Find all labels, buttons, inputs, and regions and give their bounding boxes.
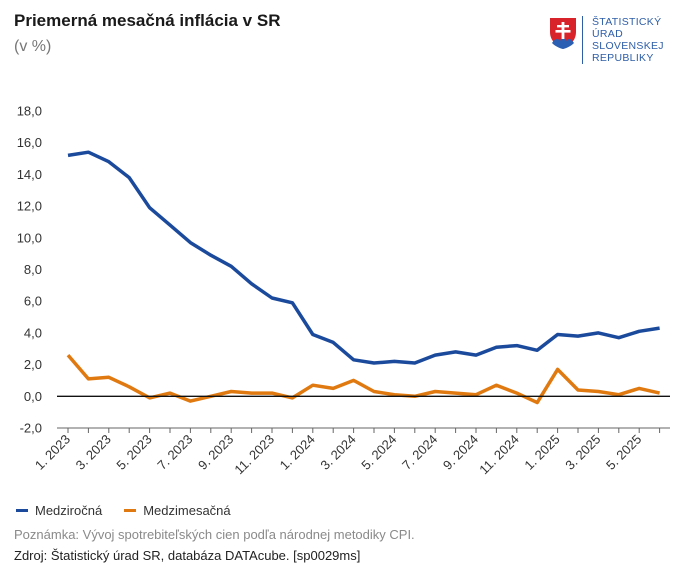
logo-line-1: ŠTATISTICKÝ (592, 16, 662, 28)
chart-title: Priemerná mesačná inflácia v SR (14, 11, 281, 30)
y-tick-label: 0,0 (24, 389, 42, 404)
legend-swatch-mom (124, 509, 137, 512)
y-tick-label: 16,0 (17, 135, 42, 150)
legend-swatch-yoy (16, 509, 28, 512)
legend-label-yoy: Medziročná (35, 503, 103, 518)
line-chart: -2,00,02,04,06,08,010,012,014,016,018,0 … (17, 104, 670, 478)
logo-text: ŠTATISTICKÝ ÚRAD SLOVENSKEJ REPUBLIKY (592, 16, 664, 64)
x-tick-label: 11. 2023 (231, 432, 277, 478)
x-tick-label: 1. 2025 (521, 432, 562, 473)
x-tick-label: 5. 2023 (113, 432, 154, 473)
y-tick-label: 8,0 (24, 262, 42, 277)
y-tick-label: 12,0 (17, 199, 42, 214)
y-tick-label: 6,0 (24, 294, 42, 309)
x-tick-label: 11. 2024 (476, 432, 522, 478)
y-tick-label: 4,0 (24, 325, 42, 340)
y-tick-label: -2,0 (20, 421, 42, 436)
susr-logo[interactable]: ŠTATISTICKÝ ÚRAD SLOVENSKEJ REPUBLIKY (548, 14, 678, 66)
x-tick-label: 5. 2024 (358, 432, 399, 473)
series-layer (57, 150, 670, 405)
chart-subtitle: (v %) (14, 38, 52, 55)
slovak-coat-of-arms-icon (550, 18, 576, 49)
x-tick-label: 5. 2025 (603, 432, 644, 473)
y-tick-label: 18,0 (17, 104, 42, 119)
y-tick-label: 2,0 (24, 357, 42, 372)
logo-divider (582, 16, 583, 64)
y-tick-label: 14,0 (17, 167, 42, 182)
footnote: Poznámka: Vývoj spotrebiteľských cien po… (14, 527, 415, 542)
x-tick-label: 3. 2025 (562, 432, 603, 473)
x-tick-label: 3. 2023 (73, 432, 114, 473)
logo-line-3: SLOVENSKEJ (592, 40, 664, 52)
y-axis: -2,0 0,0 2,0 4,0 6,0 8,0 10,0 12,0 14,0 16,0 18,0 (17, 104, 670, 436)
x-tick-label: 1. 2023 (32, 432, 73, 473)
series-line-yoy (67, 150, 660, 365)
y-tick-label: 10,0 (17, 230, 42, 245)
legend-item-yoy[interactable]: Medziročná (16, 503, 102, 518)
logo-line-4: REPUBLIKY (592, 52, 654, 64)
legend: Medziročná Medzimesačná (16, 503, 231, 518)
x-tick-label: 1. 2024 (277, 432, 318, 473)
x-tick-label: 7. 2023 (154, 432, 195, 473)
logo-line-2: ÚRAD (592, 28, 623, 40)
legend-item-mom[interactable]: Medzimesačná (124, 503, 231, 518)
source-note: Zdroj: Štatistický úrad SR, databáza DAT… (14, 548, 361, 563)
series-line-mom (66, 353, 660, 405)
legend-label-mom: Medzimesačná (143, 503, 231, 518)
x-tick-label: 3. 2024 (317, 432, 358, 473)
x-tick-label: 7. 2024 (399, 432, 440, 473)
